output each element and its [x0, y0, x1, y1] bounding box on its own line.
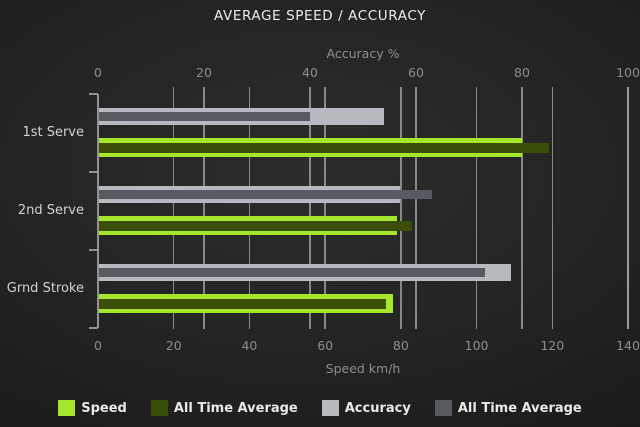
bottom-axis-gridline: [627, 87, 629, 329]
bottom-axis-tick-label: 80: [392, 338, 409, 353]
legend-swatch-icon: [150, 400, 168, 416]
legend-item-speed[interactable]: Speed: [58, 400, 127, 416]
y-axis-tick: [89, 171, 98, 173]
y-axis-tick: [89, 249, 98, 251]
bar-all-time-average: [99, 221, 413, 231]
top-axis-tick-label: 100: [616, 65, 640, 80]
legend-swatch-icon: [321, 400, 339, 416]
category-label: 2nd Serve: [17, 203, 84, 218]
top-axis-tick-label: 20: [196, 65, 212, 80]
top-axis-tick-label: 80: [514, 65, 530, 80]
bottom-axis-tick-label: 0: [94, 338, 102, 353]
legend-label: All Time Average: [457, 400, 582, 416]
bar-all-time-average: [99, 299, 386, 309]
legend-item-all-time-average[interactable]: All Time Average: [434, 400, 582, 416]
bottom-axis-gridline: [248, 87, 251, 329]
top-axis-gridline: [521, 87, 523, 329]
top-axis-tick-label: 40: [302, 65, 318, 80]
chart-title: AVERAGE SPEED / ACCURACY: [214, 8, 426, 24]
bar-all-time-average: [99, 112, 310, 121]
bottom-axis-gridline: [475, 87, 478, 329]
bottom-axis-tick-label: 40: [241, 338, 258, 353]
top-axis-tick-label: 0: [94, 65, 102, 80]
legend-label: Accuracy: [344, 400, 411, 416]
top-axis-title: Accuracy %: [326, 46, 400, 61]
legend-label: Speed: [81, 400, 127, 416]
legend-label: All Time Average: [173, 400, 298, 416]
y-axis-line: [97, 94, 99, 328]
bar-all-time-average: [99, 268, 485, 277]
bottom-axis-gridline: [324, 87, 326, 329]
bottom-axis-tick-label: 120: [540, 338, 565, 353]
bottom-axis-title: Speed km/h: [325, 361, 401, 376]
bottom-axis-tick-label: 140: [616, 338, 640, 353]
bottom-axis-gridline: [551, 87, 554, 329]
top-axis-gridline: [203, 87, 205, 329]
legend-swatch-icon: [434, 400, 452, 416]
legend-item-all-time-average[interactable]: All Time Average: [150, 400, 298, 416]
legend: Speed All Time Average Accuracy All Time Av…: [0, 398, 640, 418]
bottom-axis-gridline: [172, 87, 175, 329]
bottom-axis-tick-label: 60: [317, 338, 334, 353]
bottom-axis-tick-label: 100: [464, 338, 489, 353]
top-axis-gridline: [309, 87, 311, 329]
bar-all-time-average: [99, 190, 432, 199]
y-axis-tick: [89, 327, 98, 329]
top-axis-gridline: [415, 87, 417, 329]
category-label: 1st Serve: [22, 125, 84, 140]
y-axis-tick: [89, 93, 98, 95]
bottom-axis-gridline: [400, 87, 402, 329]
top-axis-tick-label: 60: [408, 65, 424, 80]
bottom-axis-tick-label: 20: [165, 338, 182, 353]
legend-item-accuracy[interactable]: Accuracy: [321, 400, 411, 416]
legend-swatch-icon: [58, 400, 76, 416]
bar-all-time-average: [99, 143, 549, 153]
category-label: Grnd Stroke: [6, 281, 84, 296]
